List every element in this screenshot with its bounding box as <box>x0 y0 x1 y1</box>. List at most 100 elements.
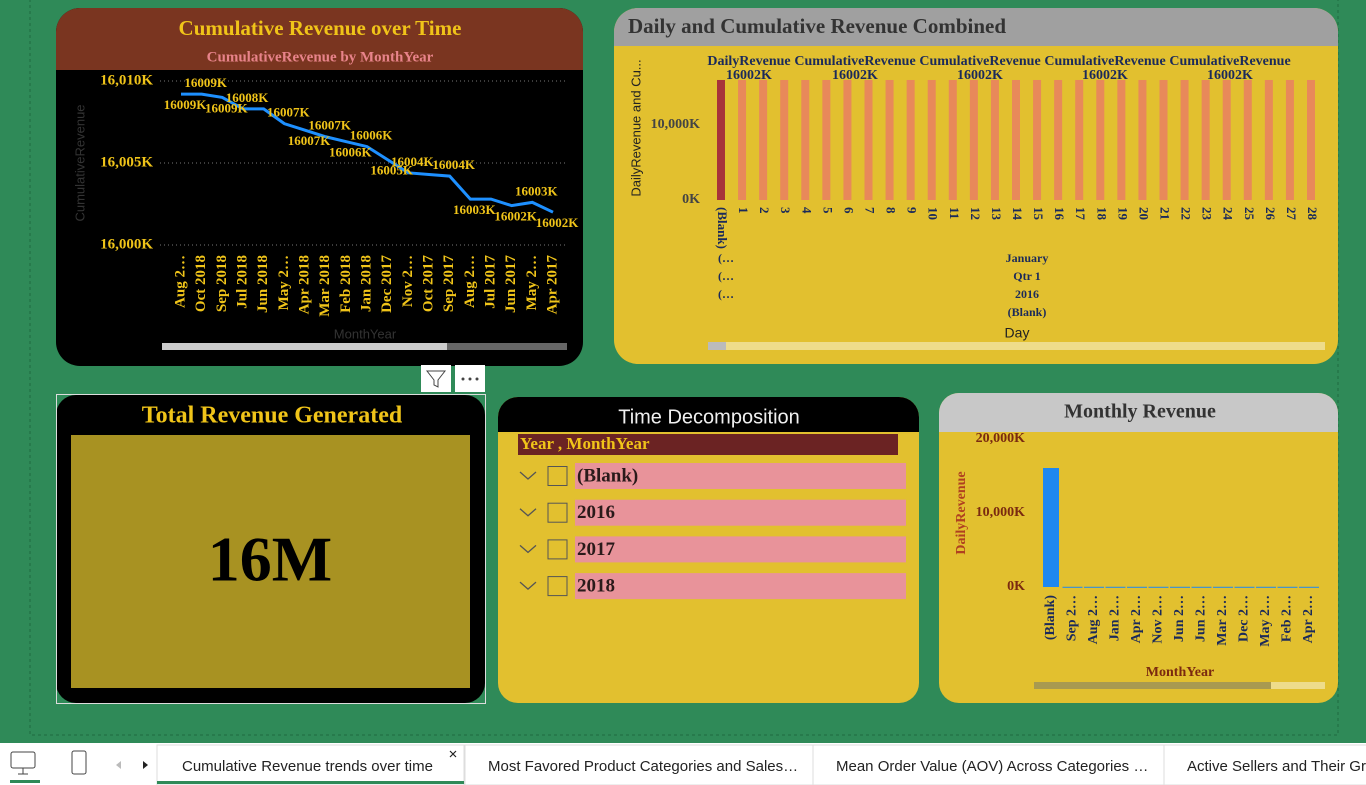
slicer-header: Year , MonthYear <box>520 434 650 453</box>
x-tick-label: 15 <box>1031 207 1046 221</box>
data-label: 16009K <box>164 97 208 112</box>
x-tick-label: Jul 2018 <box>234 255 250 309</box>
mobile-view-icon[interactable] <box>71 750 87 775</box>
x-tick-label: 1 <box>736 207 751 214</box>
tab-label[interactable]: Cumulative Revenue trends over time <box>182 758 433 775</box>
data-label: 16006K <box>329 145 373 160</box>
slicer-header-bg <box>518 434 898 455</box>
tab-label[interactable]: Mean Order Value (AOV) Across Categories… <box>836 758 1148 775</box>
slicer-items: (Blank) 2016 2017 2018 <box>519 463 906 600</box>
checkbox[interactable] <box>547 502 568 523</box>
x-tick-label: Apr 2… <box>1301 595 1316 643</box>
hierarchy-label: 2016 <box>1015 287 1039 301</box>
bar <box>948 79 957 200</box>
slicer-item[interactable]: 2017 <box>577 539 616 560</box>
bar <box>1201 79 1210 200</box>
x-tick-label: 21 <box>1158 207 1173 220</box>
checkbox[interactable] <box>547 466 568 486</box>
bar <box>738 79 747 200</box>
panel-bg <box>56 8 583 366</box>
y-tick-label: 16,005K <box>100 154 153 170</box>
visual-toolbar <box>421 365 485 392</box>
slicer-item[interactable]: (Blank) <box>577 465 638 486</box>
scrollbar-thumb[interactable] <box>1034 682 1271 689</box>
x-axis-title: MonthYear <box>1146 665 1214 680</box>
hierarchy-label: Qtr 1 <box>1013 269 1040 283</box>
slicer-title: Time Decomposition <box>618 406 800 428</box>
slicer-item[interactable]: 2018 <box>577 575 615 596</box>
slicer-panel: Time Decomposition Year , MonthYear (Bla… <box>498 397 919 703</box>
canvas-border <box>29 0 1339 736</box>
tab-bg[interactable] <box>1163 744 1366 785</box>
filter-icon <box>425 370 447 388</box>
selection-border <box>56 394 486 704</box>
tab-label[interactable]: Most Favored Product Categories and Sale… <box>488 758 798 775</box>
data-label: 16003K <box>515 183 559 198</box>
expand-chevron[interactable] <box>519 544 537 554</box>
x-tick-label: 16 <box>1052 207 1067 221</box>
x-tick-label: 24 <box>1221 207 1236 221</box>
series-label: CumulativeRevenue <box>919 54 1040 69</box>
bar <box>1012 79 1020 200</box>
filter-button[interactable] <box>421 365 451 392</box>
bar <box>1105 586 1126 588</box>
scrollbar-track[interactable] <box>708 342 1325 350</box>
bar <box>1243 79 1252 200</box>
checkbox[interactable] <box>547 576 568 597</box>
x-tick-label: Aug 2… <box>1086 595 1101 644</box>
x-tick-label: 14 <box>1010 207 1025 221</box>
data-label: 16007K <box>267 105 311 120</box>
panel-title: Monthly Revenue <box>1064 401 1216 423</box>
cumulative-panel: Cumulative Revenue over Time CumulativeR… <box>56 8 583 366</box>
x-tick-label: 8 <box>884 207 899 214</box>
x-tick-label: Aug 2… <box>462 255 478 308</box>
data-label: 16006K <box>350 128 394 143</box>
expand-chevron[interactable] <box>519 581 537 590</box>
bar <box>1277 586 1298 588</box>
tab-bg[interactable] <box>812 744 1165 785</box>
panel-subtitle: CumulativeRevenue by MonthYear <box>207 49 434 65</box>
x-tick-label: 27 <box>1284 207 1299 221</box>
prev-page[interactable] <box>116 761 121 769</box>
x-tick-label: Jun 2… <box>1172 595 1187 642</box>
x-tick-label: Jan 2018 <box>358 255 374 312</box>
x-tick-label: (Blank) <box>715 207 730 249</box>
y-tick-label: 0K <box>682 192 700 207</box>
x-tick-label: Jul 2017 <box>482 255 498 309</box>
scrollbar-thumb[interactable] <box>162 343 447 350</box>
slicer-item[interactable]: 2016 <box>577 502 615 523</box>
x-tick-label: 19 <box>1115 207 1130 221</box>
bar <box>1191 586 1212 588</box>
x-tick-label: 11 <box>947 207 962 219</box>
x-tick-label: Dec 2… <box>1237 595 1252 642</box>
bar <box>1075 79 1084 200</box>
checkbox[interactable] <box>547 539 568 560</box>
bar <box>885 79 894 200</box>
close-tab[interactable] <box>449 750 457 758</box>
x-tick-label: Apr 2017 <box>544 255 560 315</box>
x-tick-label: 18 <box>1094 207 1109 221</box>
x-tick-label: 12 <box>968 207 983 220</box>
x-tick-label: 17 <box>1073 207 1088 221</box>
y-tick-label: 10,000K <box>976 505 1026 520</box>
x-tick-label: May 2… <box>1258 595 1273 647</box>
y-tick-label: 0K <box>1007 579 1025 594</box>
data-label: 16002K <box>957 68 1003 83</box>
expand-chevron[interactable] <box>519 508 537 517</box>
x-tick-label: Nov 2… <box>1151 595 1166 644</box>
bar <box>1213 586 1233 588</box>
tab-bg[interactable] <box>156 744 465 785</box>
dot <box>468 377 472 381</box>
bar <box>1180 79 1189 200</box>
scrollbar-thumb[interactable] <box>708 342 726 350</box>
card-title: Total Revenue Generated <box>142 403 403 429</box>
x-tick-label: Sep 2… <box>1065 595 1080 641</box>
tab-label[interactable]: Active Sellers and Their Gro <box>1187 758 1366 775</box>
expand-chevron[interactable] <box>519 471 537 480</box>
x-tick-label: Apr 2… <box>1129 595 1144 643</box>
next-page[interactable] <box>143 761 148 769</box>
x-tick-label: Sep 2017 <box>441 255 457 313</box>
x-tick-label: 3 <box>778 207 793 214</box>
panel-title: Cumulative Revenue over Time <box>179 16 462 40</box>
